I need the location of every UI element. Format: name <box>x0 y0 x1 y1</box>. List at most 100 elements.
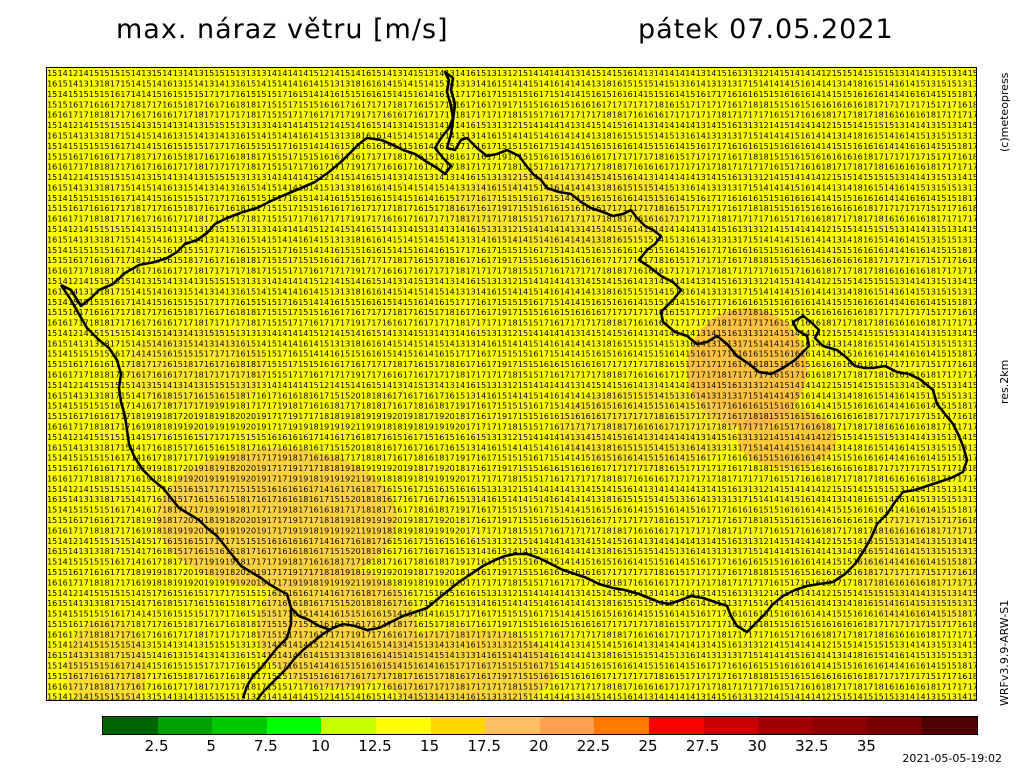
gust-value: 16 <box>654 163 664 172</box>
gust-value: 16 <box>549 526 559 535</box>
gust-value: 15 <box>152 350 162 359</box>
gust-value: 15 <box>267 163 277 172</box>
gust-value: 17 <box>696 371 706 380</box>
gust-value: 15 <box>769 454 779 463</box>
gust-value: 17 <box>340 454 350 463</box>
gust-value: 15 <box>842 381 852 390</box>
gust-value: 17 <box>717 360 727 369</box>
gust-value: 13 <box>591 495 601 504</box>
gust-value: 17 <box>79 526 89 535</box>
gust-value: 13 <box>173 287 183 296</box>
gust-value: 18 <box>654 256 664 265</box>
gust-value: 19 <box>141 516 151 525</box>
gust-value: 17 <box>947 267 957 276</box>
gust-value: 15 <box>769 568 779 577</box>
gust-value: 14 <box>581 183 591 192</box>
gust-value: 17 <box>748 319 758 328</box>
gust-value: 16 <box>748 298 758 307</box>
gust-value: 18 <box>413 464 423 473</box>
gust-value: 18 <box>371 391 381 400</box>
gust-value: 15 <box>779 173 789 182</box>
gust-value: 17 <box>403 360 413 369</box>
gust-value: 16 <box>790 298 800 307</box>
gust-value: 13 <box>926 391 936 400</box>
gust-value: 17 <box>204 350 214 359</box>
gust-value: 14 <box>800 589 810 598</box>
gust-value: 17 <box>643 516 653 525</box>
gust-value: 15 <box>685 506 695 515</box>
gust-value: 18 <box>361 495 371 504</box>
gust-value: 13 <box>79 339 89 348</box>
gust-value: 17 <box>539 111 549 120</box>
gust-value: 14 <box>926 90 936 99</box>
gust-value: 16 <box>696 610 706 619</box>
gust-value: 14 <box>277 381 287 390</box>
gust-value: 16 <box>47 132 57 141</box>
gust-value: 15 <box>110 537 120 546</box>
gust-value: 17 <box>664 526 674 535</box>
gust-value: 15 <box>528 339 538 348</box>
gust-value: 14 <box>905 80 915 89</box>
gust-value: 16 <box>528 194 538 203</box>
gust-value: 19 <box>445 423 455 432</box>
gust-value: 16 <box>894 80 904 89</box>
gust-value: 15 <box>915 132 925 141</box>
gust-value: 16 <box>685 80 695 89</box>
gust-value: 19 <box>371 423 381 432</box>
gust-value: 16 <box>455 433 465 442</box>
gust-value: 14 <box>915 225 925 234</box>
gust-value: 16 <box>434 246 444 255</box>
gust-value: 17 <box>675 111 685 120</box>
gust-value: 15 <box>769 90 779 99</box>
gust-value: 18 <box>602 132 612 141</box>
gust-map[interactable]: 15 14 12 14 15 15 15 15 14 13 15 14 13 14 13 15 15 15 13 13… <box>46 67 977 701</box>
gust-value: 15 <box>685 558 695 567</box>
gust-value: 14 <box>267 329 277 338</box>
gust-value: 15 <box>58 599 68 608</box>
gust-value: 17 <box>382 100 392 109</box>
gust-value: 18 <box>309 578 319 587</box>
gust-value: 17 <box>340 111 350 120</box>
gust-value: 17 <box>183 391 193 400</box>
gust-value: 16 <box>727 246 737 255</box>
gust-value: 17 <box>319 599 329 608</box>
gust-value: 17 <box>507 256 517 265</box>
gust-value: 19 <box>371 464 381 473</box>
gust-value: 16 <box>790 506 800 515</box>
gust-value: 15 <box>47 100 57 109</box>
gust-value: 13 <box>330 132 340 141</box>
gust-value: 14 <box>549 121 559 130</box>
gust-value: 17 <box>277 475 287 484</box>
gust-value: 17 <box>141 371 151 380</box>
gust-value: 15 <box>58 360 68 369</box>
gust-value: 16 <box>225 256 235 265</box>
gust-value: 18 <box>371 443 381 452</box>
gust-value: 16 <box>487 495 497 504</box>
gust-value: 18 <box>183 152 193 161</box>
gust-value: 16 <box>424 495 434 504</box>
gust-value: 17 <box>560 163 570 172</box>
gust-value: 16 <box>779 246 789 255</box>
gust-value: 12 <box>68 121 78 130</box>
gust-value: 17 <box>623 256 633 265</box>
gust-value: 14 <box>528 121 538 130</box>
gust-value: 14 <box>403 183 413 192</box>
gust-value: 13 <box>424 329 434 338</box>
gust-value: 15 <box>309 620 319 629</box>
gust-value: 16 <box>445 391 455 400</box>
gust-value: 19 <box>497 516 507 525</box>
gust-value: 17 <box>110 204 120 213</box>
gust-value: 18 <box>874 475 884 484</box>
gust-value: 14 <box>957 537 967 546</box>
gust-value: 12 <box>759 537 769 546</box>
gust-value: 16 <box>99 620 109 629</box>
gust-value: 14 <box>549 329 559 338</box>
gust-value: 17 <box>204 537 214 546</box>
gust-value: 17 <box>298 454 308 463</box>
gust-value: 13 <box>717 495 727 504</box>
gust-value: 15 <box>863 173 873 182</box>
gust-value: 15 <box>800 308 810 317</box>
gust-value: 14 <box>351 329 361 338</box>
gust-value: 12 <box>68 277 78 286</box>
gust-value: 17 <box>371 267 381 276</box>
